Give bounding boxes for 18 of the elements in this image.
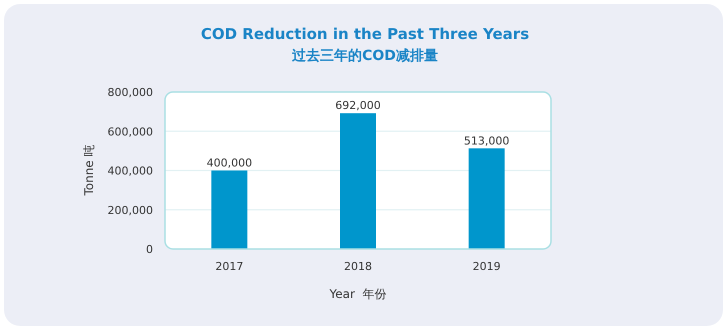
- bar: [340, 113, 376, 249]
- bar: [211, 170, 248, 249]
- chart-title: COD Reduction in the Past Three Years: [200, 25, 530, 43]
- chart-subtitle: 过去三年的COD减排量: [291, 48, 438, 64]
- y-tick-label: 0: [146, 243, 153, 256]
- y-tick-label: 400,000: [108, 164, 153, 178]
- data-label: 692,000: [335, 99, 381, 112]
- x-tick-label: 2018: [344, 260, 372, 273]
- bar: [468, 148, 505, 249]
- x-tick-label: 2017: [215, 260, 244, 273]
- data-label: 513,000: [464, 134, 510, 148]
- y-axis-title: Tonne 吨: [82, 144, 96, 197]
- data-label: 400,000: [206, 156, 252, 170]
- y-tick-label: 200,000: [108, 204, 153, 217]
- y-tick-label: 800,000: [108, 86, 153, 99]
- x-axis-title: Year 年份: [328, 287, 387, 301]
- x-tick-label: 2019: [472, 260, 501, 273]
- y-tick-label: 600,000: [108, 125, 153, 138]
